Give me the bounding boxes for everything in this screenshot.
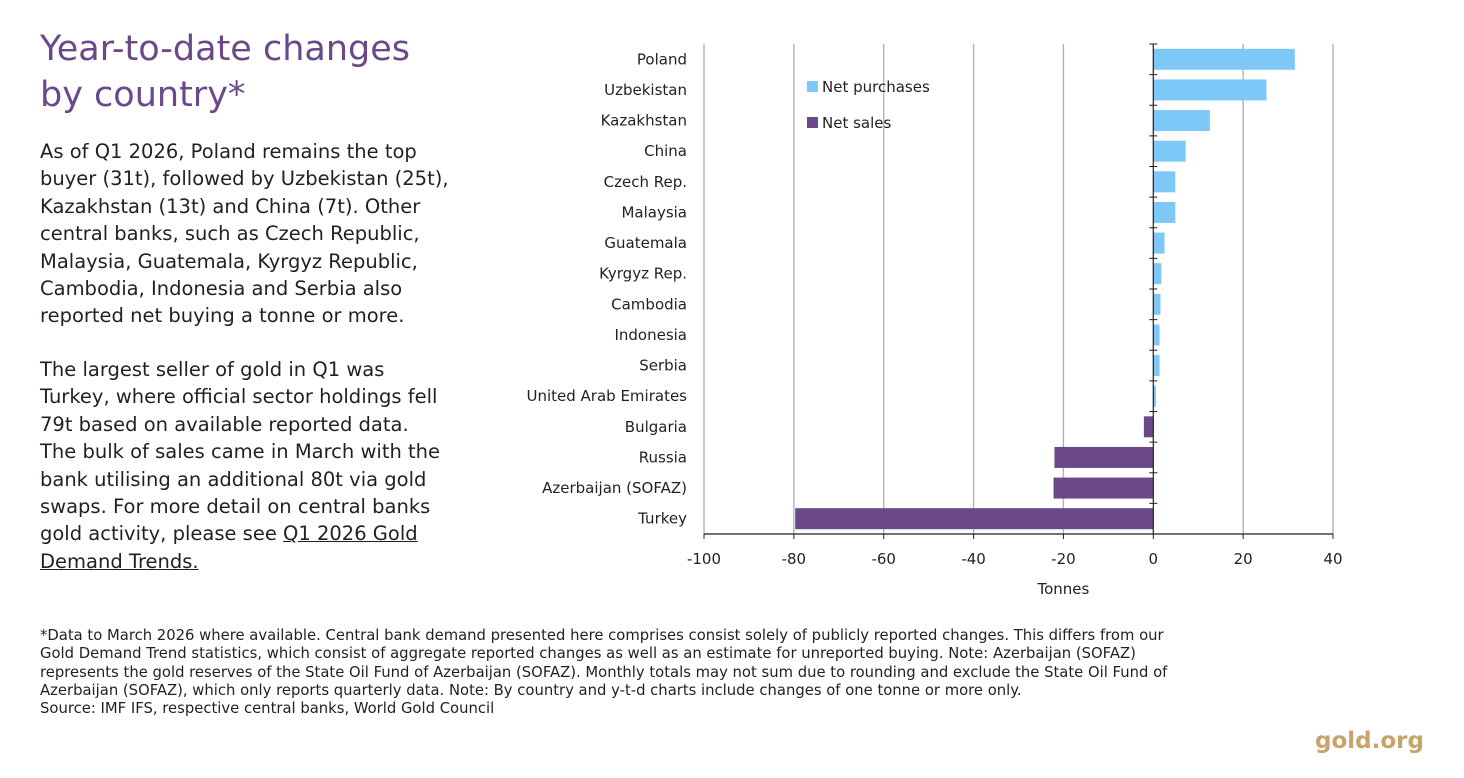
category-label: Serbia <box>639 357 687 375</box>
x-tick-label: -40 <box>961 550 986 568</box>
bar-czech-rep <box>1153 171 1176 193</box>
legend-swatch-net-sales <box>807 117 818 128</box>
category-label: Turkey <box>637 510 687 528</box>
bar-russia <box>1054 446 1154 468</box>
paragraph-line: buyer (31t), followed by Uzbekistan (25t… <box>40 167 449 191</box>
page-title: Year-to-date changes by country* <box>40 26 410 118</box>
gold-org-logo[interactable]: gold.org <box>1315 728 1424 754</box>
category-label: Kyrgyz Rep. <box>599 265 687 283</box>
paragraph-line: Malaysia, Guatemala, Kyrgyz Republic, <box>40 249 418 273</box>
category-label: United Arab Emirates <box>526 387 687 405</box>
paragraph-line: swaps. For more detail on central banks <box>40 495 431 519</box>
bar-turkey <box>795 508 1154 530</box>
bar-guatemala <box>1153 232 1165 254</box>
bar-kazakhstan <box>1153 110 1210 132</box>
bar-azerbaijan-sofaz <box>1053 477 1154 499</box>
bar-cambodia <box>1153 293 1161 315</box>
x-tick-label: 20 <box>1234 550 1253 568</box>
bar-bulgaria <box>1143 416 1154 438</box>
category-label: Cambodia <box>611 295 687 313</box>
paragraph-line: Kazakhstan (13t) and China (7t). Other <box>40 194 421 218</box>
paragraph-line: reported net buying a tonne or more. <box>40 304 405 328</box>
footnote-line: represents the gold reserves of the Stat… <box>40 663 1168 681</box>
x-tick-label: -80 <box>782 550 807 568</box>
category-label: Russia <box>639 448 687 466</box>
footnote: *Data to March 2026 where available. Cen… <box>40 627 1167 718</box>
legend-swatch-net-purchases <box>807 81 818 92</box>
bar-poland <box>1153 48 1295 70</box>
footnote-line: Gold Demand Trend statistics, which cons… <box>40 645 1136 663</box>
category-label: Malaysia <box>621 203 687 221</box>
category-label: Uzbekistan <box>604 81 687 99</box>
title-line-2: by country* <box>40 75 246 115</box>
x-tick-label: -60 <box>871 550 896 568</box>
bar-malaysia <box>1153 201 1176 223</box>
category-label: China <box>644 142 687 160</box>
bar-united-arab-emirates <box>1153 385 1156 407</box>
paragraph-text: gold activity, please see <box>40 522 284 546</box>
gold-demand-trends-link[interactable]: Q1 2026 Gold <box>283 522 418 546</box>
legend-label: Net sales <box>822 114 892 132</box>
paragraph-line: The largest seller of gold in Q1 was <box>40 358 385 381</box>
country-bar-chart: -100 -80 -60 -40 -20 0 20 40 Poland Uzbekistan Kaz… <box>526 43 1343 598</box>
bar-indonesia <box>1153 324 1160 346</box>
summary-paragraph: As of Q1 2026, Poland remains the top bu… <box>40 138 449 330</box>
bar-kyrgyz-rep <box>1153 263 1162 285</box>
category-label: Bulgaria <box>625 418 687 436</box>
category-label: Czech Rep. <box>604 173 687 191</box>
x-tick-label: -20 <box>1051 550 1076 568</box>
paragraph-line: Turkey, where official sector holdings f… <box>40 385 438 409</box>
x-tick-label: -100 <box>687 550 721 568</box>
paragraph-line: bank utilising an additional 80t via gol… <box>40 467 427 491</box>
x-tick-label: 0 <box>1149 550 1159 568</box>
category-label: Indonesia <box>614 326 687 344</box>
paragraph-line: The bulk of sales came in March with the <box>40 440 441 464</box>
gold-demand-trends-link-cont[interactable]: Demand Trends. <box>40 549 199 573</box>
paragraph-line: As of Q1 2026, Poland remains the top <box>40 140 417 163</box>
x-axis-title: Tonnes <box>1036 580 1089 598</box>
category-label: Guatemala <box>604 234 687 252</box>
category-label: Azerbaijan (SOFAZ) <box>542 479 687 497</box>
paragraph-line: 79t based on available reported data. <box>40 412 409 436</box>
bar-serbia <box>1153 355 1160 377</box>
paragraph-line: central banks, such as Czech Republic, <box>40 222 420 246</box>
bar-uzbekistan <box>1153 79 1267 101</box>
category-label: Kazakhstan <box>601 112 687 130</box>
footnote-line: Azerbaijan (SOFAZ), which only reports q… <box>40 681 1022 699</box>
footnote-line: *Data to March 2026 where available. Cen… <box>40 627 1164 644</box>
category-label: Poland <box>637 50 687 68</box>
paragraph-line: gold activity, please see Q1 2026 Gold <box>40 520 440 547</box>
legend-label: Net purchases <box>822 78 930 96</box>
x-tick-label: 40 <box>1323 550 1342 568</box>
title-line-1: Year-to-date changes <box>40 29 410 69</box>
paragraph-line: Cambodia, Indonesia and Serbia also <box>40 277 403 301</box>
source-line: Source: IMF IFS, respective central bank… <box>40 700 495 718</box>
paragraph-line: Demand Trends. <box>40 548 440 575</box>
seller-paragraph: The largest seller of gold in Q1 was Tur… <box>40 356 440 575</box>
bar-china <box>1153 140 1186 162</box>
